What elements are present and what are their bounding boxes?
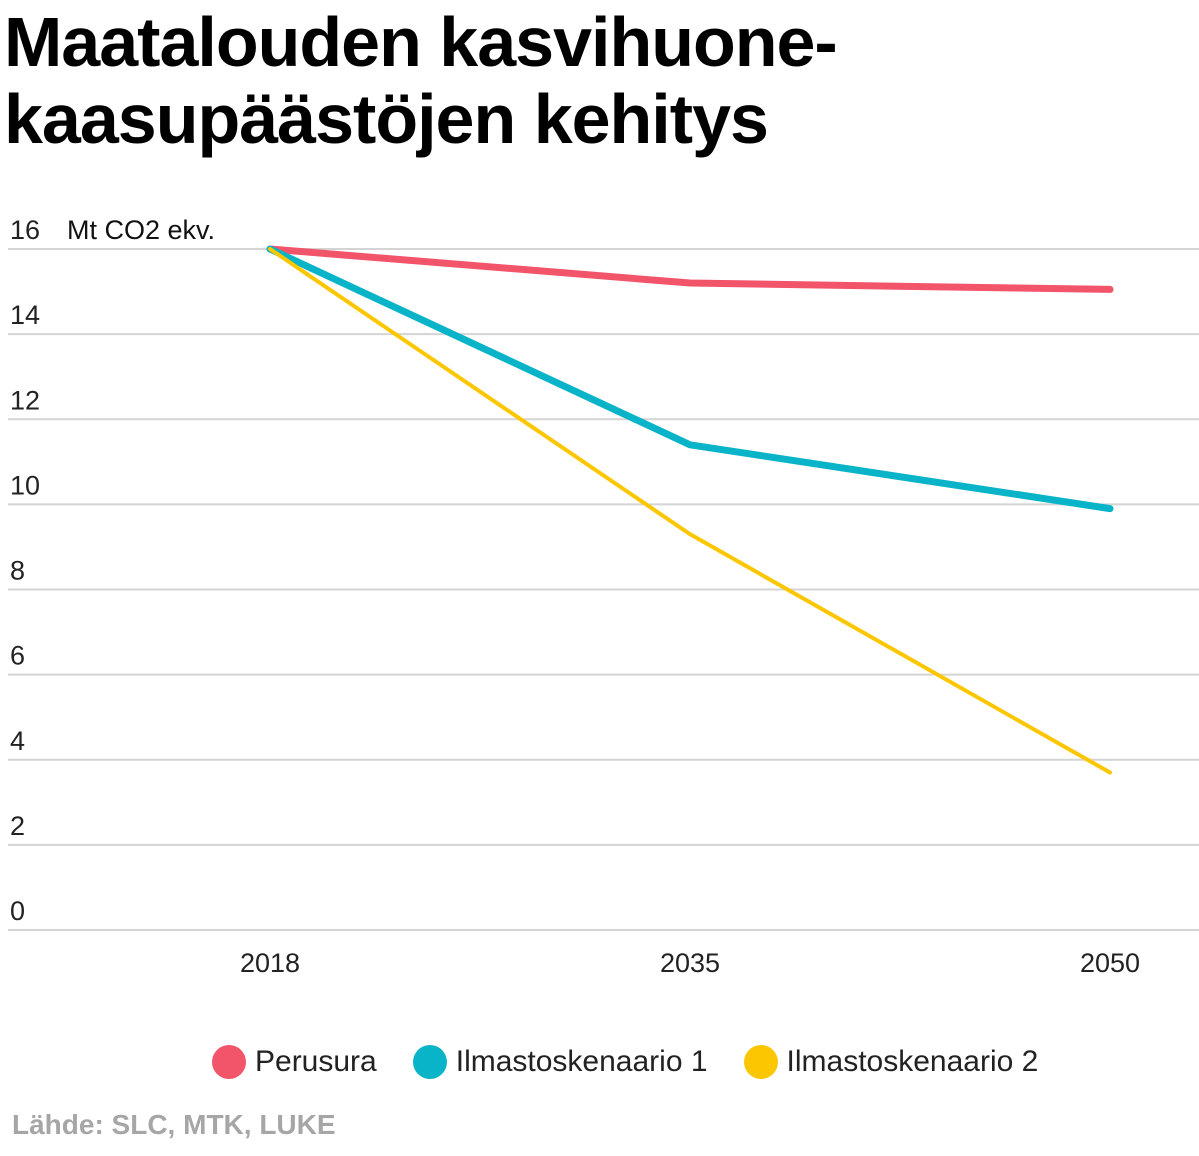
y-tick-label-12: 12 <box>10 385 40 415</box>
chart-title-line-1: Maatalouden kasvihuone- <box>4 3 838 81</box>
legend-label-perusura: Perusura <box>255 1045 377 1078</box>
y-tick-label-6: 6 <box>10 641 25 671</box>
series-lines <box>266 245 1114 775</box>
series-line-ilmastoskenaario-2 <box>268 247 1112 775</box>
y-tick-label-8: 8 <box>10 556 25 586</box>
y-tick-label-0: 0 <box>10 896 25 926</box>
source-note: Lähde: SLC, MTK, LUKE <box>12 1109 336 1140</box>
legend: Perusura Ilmastoskenaario 1 Ilmastoskenaar… <box>212 1040 1074 1084</box>
legend-dot-ilmastoskenaario-2 <box>743 1045 778 1079</box>
y-tick-label-14: 14 <box>10 300 40 330</box>
y-axis-ticks: 0 2 4 6 8 10 12 14 16 Mt CO2 ekv. <box>10 215 215 926</box>
legend-label-ilmastoskenaario-2: Ilmastoskenaario 2 <box>786 1045 1039 1078</box>
gridlines <box>8 248 1199 931</box>
x-tick-label-2035: 2035 <box>660 948 720 978</box>
legend-label-ilmastoskenaario-1: Ilmastoskenaario 1 <box>455 1045 708 1078</box>
series-line-ilmastoskenaario-1 <box>266 245 1114 513</box>
legend-dot-ilmastoskenaario-1 <box>412 1045 447 1079</box>
legend-dot-perusura <box>212 1045 246 1079</box>
chart-title-line-2: kaasupäästöjen kehitys <box>4 80 769 158</box>
y-tick-label-2: 2 <box>10 811 25 841</box>
chart-title: Maatalouden kasvihuone- kaasupäästöjen k… <box>4 4 1184 158</box>
series-line-perusura <box>266 245 1114 293</box>
y-tick-label-16: 16 <box>10 215 40 245</box>
legend-item-perusura: Perusura <box>212 1045 377 1079</box>
legend-item-ilmastoskenaario-2: Ilmastoskenaario 2 <box>743 1045 1039 1079</box>
x-axis-ticks: 2018 2035 2050 <box>240 948 1140 978</box>
legend-item-ilmastoskenaario-1: Ilmastoskenaario 1 <box>412 1045 708 1079</box>
y-tick-label-4: 4 <box>10 726 25 756</box>
y-axis-unit-label: Mt CO2 ekv. <box>67 215 215 245</box>
y-tick-label-10: 10 <box>10 470 40 500</box>
x-tick-label-2018: 2018 <box>240 948 300 978</box>
x-tick-label-2050: 2050 <box>1080 948 1140 978</box>
